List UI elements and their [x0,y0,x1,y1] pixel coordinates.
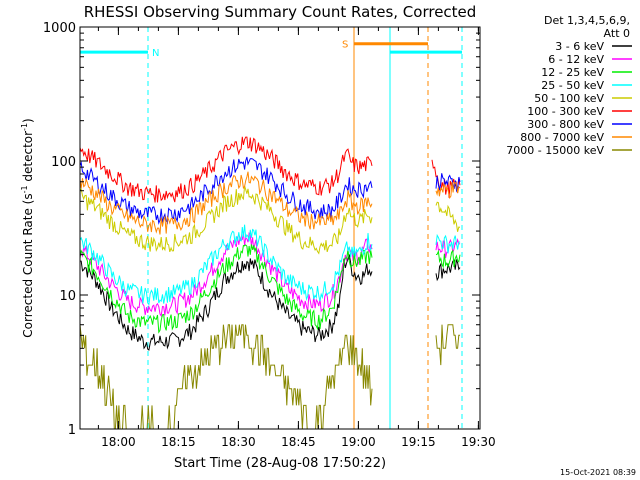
y-tick-label-1: 10 [59,289,76,304]
series-line-3-0 [80,224,373,306]
series-line-2-1 [435,249,461,269]
legend-label-1: 6 - 12 keV [548,53,604,66]
x-tick-label-2: 18:30 [221,435,256,449]
series-4 [80,185,461,255]
y-axis-label: Corrected Count Rate (s-1 detector-1) [20,118,35,337]
y-tick-label-0: 1 [68,423,76,438]
x-tick-label-3: 18:45 [281,435,316,449]
x-tick-label-1: 18:15 [161,435,196,449]
series-line-7-1 [435,181,461,200]
series-line-0-0 [80,254,373,351]
series-line-3-1 [435,233,461,254]
y-tick-label-3: 1000 [43,21,76,36]
y-axis-label-mid: detector [21,131,35,186]
legend-label-7: 800 - 7000 keV [520,131,604,144]
legend-label-3: 25 - 50 keV [541,79,604,92]
series-line-5-0 [80,136,373,203]
y-axis-label-main: Corrected Count Rate (s [21,193,35,337]
series-line-6-1 [435,173,461,192]
series-line-6-0 [80,156,373,225]
series-6 [80,156,461,225]
y-tick-label-2: 100 [51,155,76,170]
series-0 [80,254,461,351]
x-tick-label-5: 19:15 [401,435,436,449]
x-tick-label-4: 19:00 [341,435,376,449]
x-tick-label-6: 19:30 [461,435,496,449]
legend-label-2: 12 - 25 keV [541,66,604,79]
series-line-8-0 [80,324,373,429]
plot-frame [79,26,481,430]
series-3 [80,224,461,306]
legend-label-0: 3 - 6 keV [555,40,604,53]
legend-label-8: 7000 - 15000 keV [506,144,604,157]
series-line-0-1 [435,258,461,282]
legend-header-detectors: Det 1,3,4,5,6,9, [544,14,630,27]
annotation-label-1: S [342,40,348,51]
legend-label-5: 100 - 300 keV [527,105,604,118]
axes: 18:00 18:15 18:30 18:45 19:00 19:15 19:30 1 10 10… [43,21,496,449]
series-line-8-1 [435,324,460,366]
x-axis-label: Start Time (28-Aug-08 17:50:22) [174,456,386,471]
legend-header-attenuator: Att 0 [604,27,630,40]
x-tick-label-0: 18:00 [101,435,136,449]
series-line-7-0 [80,171,373,235]
y-axis-label-sup1: -1 [20,185,29,193]
series-line-2-0 [80,244,373,334]
generation-timestamp: 15-Oct-2021 08:39 [560,468,636,477]
annotation-label-0: N [152,48,159,59]
series-2 [80,244,461,334]
series-line-4-0 [80,185,373,255]
series-7 [80,171,461,235]
series-line-4-1 [435,201,461,232]
legend-label-4: 50 - 100 keV [534,92,604,105]
plot-area: NS [80,27,463,429]
y-axis-label-sup2: -1 [20,123,29,131]
legend-label-6: 300 - 800 keV [527,118,604,131]
y-axis-label-end: ) [21,118,35,123]
chart-title: RHESSI Observing Summary Count Rates, Co… [84,3,477,21]
series-8 [80,324,460,429]
